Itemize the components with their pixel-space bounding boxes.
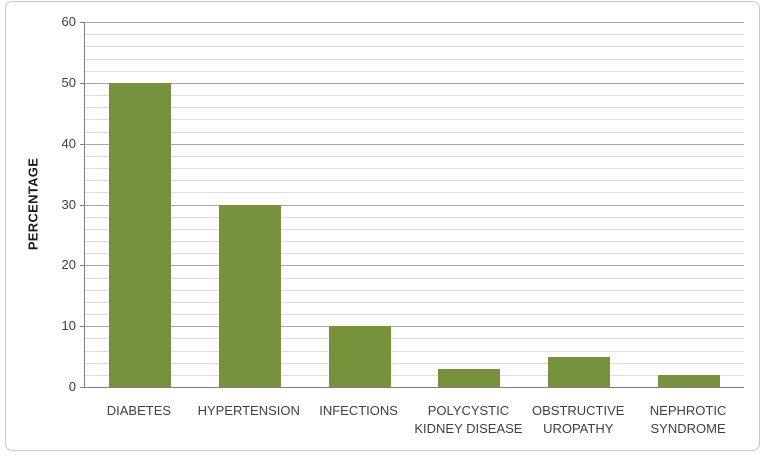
minor-gridline xyxy=(85,277,744,279)
y-axis-tick xyxy=(80,204,85,206)
y-tick-label: 0 xyxy=(68,379,76,394)
minor-gridline xyxy=(85,216,744,218)
minor-gridline xyxy=(85,131,744,133)
minor-gridline xyxy=(85,253,744,255)
minor-gridline xyxy=(85,46,744,48)
y-tick-label: 20 xyxy=(61,257,76,273)
minor-gridline xyxy=(85,362,744,364)
minor-gridline xyxy=(85,314,744,315)
minor-gridline xyxy=(85,192,744,194)
y-axis-tick xyxy=(80,82,85,84)
minor-gridline xyxy=(85,168,744,169)
plot-area xyxy=(80,22,744,388)
y-axis-title: PERCENTAGE xyxy=(25,157,41,251)
major-gridline xyxy=(85,22,744,23)
category-label: HYPERTENSION xyxy=(197,403,300,418)
minor-gridline xyxy=(85,70,744,72)
y-axis-tick xyxy=(80,326,85,328)
y-axis-tick xyxy=(80,387,85,388)
bar xyxy=(218,204,281,387)
category-label: INFECTIONS xyxy=(319,403,398,418)
y-axis-tick xyxy=(80,265,85,267)
y-axis-tick xyxy=(80,22,85,23)
minor-gridline xyxy=(85,180,744,182)
minor-gridline xyxy=(85,241,744,242)
category-label: NEPHROTIC SYNDROME xyxy=(649,403,727,436)
category-label: DIABETES xyxy=(106,403,172,418)
major-gridline xyxy=(85,204,744,206)
minor-gridline xyxy=(85,95,744,96)
minor-gridline xyxy=(85,119,744,121)
major-gridline xyxy=(85,326,744,328)
y-tick-label: 60 xyxy=(61,14,76,29)
major-gridline xyxy=(85,82,744,84)
category-label: OBSTRUCTIVE UROPATHY xyxy=(532,403,625,436)
minor-gridline xyxy=(85,301,744,303)
bar xyxy=(548,356,611,387)
major-gridline xyxy=(85,265,744,267)
minor-gridline xyxy=(85,289,744,291)
bar xyxy=(328,326,391,387)
bar xyxy=(658,374,721,387)
category-label: POLYCYSTIC KIDNEY DISEASE xyxy=(414,403,523,436)
minor-gridline xyxy=(85,155,744,157)
bar xyxy=(438,368,501,387)
y-tick-label: 10 xyxy=(61,318,76,334)
y-tick-label: 30 xyxy=(61,196,76,212)
bar xyxy=(108,82,171,387)
minor-gridline xyxy=(85,228,744,230)
major-gridline xyxy=(85,143,744,145)
minor-gridline xyxy=(85,350,744,352)
minor-gridline xyxy=(85,374,744,376)
y-axis-tick xyxy=(80,143,85,145)
minor-gridline xyxy=(85,338,744,340)
y-tick-label: 40 xyxy=(61,135,76,151)
minor-gridline xyxy=(85,58,744,60)
minor-gridline xyxy=(85,34,744,36)
x-axis-category-labels: DIABETES HYPERTENSION INFECTIONS POLYCYSTIC… xyxy=(84,402,743,452)
y-tick-label: 50 xyxy=(61,74,76,90)
minor-gridline xyxy=(85,107,744,109)
